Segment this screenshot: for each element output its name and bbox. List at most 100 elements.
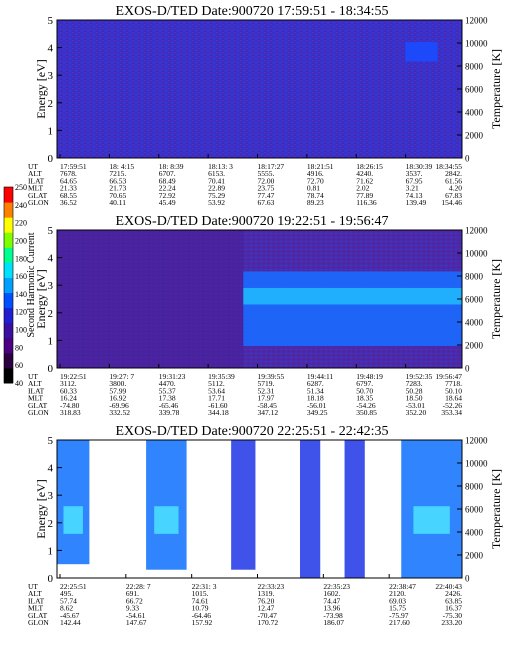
panel-3-feature-core-2: [154, 506, 179, 534]
panel-2-orbit-value: 349.25: [307, 408, 328, 417]
panel-1-orbit-value: 18:21:51: [307, 162, 334, 171]
panel-3-orbit-value: 16.37: [445, 604, 462, 613]
panel-1-y2-tick-label: 0: [465, 154, 470, 164]
panel-3-orbit-value: 142.44: [60, 618, 81, 627]
panel-1-y2-tick-label: 6000: [465, 85, 484, 95]
colorbar-swatch: [4, 202, 13, 218]
panel-2-orbit-value: 57.99: [109, 386, 126, 395]
panel-2-orbit-value: 18.18: [307, 394, 324, 403]
colorbar-swatch: [4, 367, 13, 384]
panel-3-orbit-row-label: GLAT: [28, 611, 48, 620]
panel-2-orbit-value: 353.34: [441, 408, 462, 417]
panel-2-orbit-value: -54.26: [356, 401, 376, 410]
panel-3-y2-tick-label: 6000: [465, 505, 484, 515]
panel-3-orbit-value: -45.67: [60, 611, 80, 620]
panel-3-orbit-value: 15.75: [389, 604, 406, 613]
panel-3-orbit-value: 22:33:23: [258, 582, 285, 591]
panel-2-y-axis-label: Energy [eV]: [34, 269, 48, 328]
spectrogram-panel-1: EXOS-D/TED Date:900720 17:59:51 - 18:34:…: [28, 4, 503, 207]
panel-2-orbit-row-label: GLAT: [28, 401, 48, 410]
panel-2-orbit-value: -56.01: [307, 401, 327, 410]
panel-1-orbit-row-label: GLON: [28, 198, 49, 207]
panel-2-orbit-value: 55.37: [159, 386, 176, 395]
panel-2-orbit-value: 16.92: [109, 394, 126, 403]
panel-2-orbit-value: 7283.: [406, 379, 423, 388]
colorbar-tick-label: 100: [15, 326, 27, 335]
panel-2-orbit-row-label: UT: [28, 372, 38, 381]
colorbar-tick-label: 240: [15, 201, 27, 210]
panel-3-orbit-value: 2426.: [445, 589, 462, 598]
colorbar-tick-label: 250: [15, 183, 27, 192]
panel-3-y-tick-label: 3: [48, 490, 54, 502]
panel-3-orbit-value: 10.79: [192, 604, 209, 613]
panel-2-orbit-value: 19:31:23: [159, 372, 186, 381]
panel-2-y-tick-label: 3: [48, 280, 54, 292]
panel-2-orbit-value: 339.78: [159, 408, 180, 417]
panel-2-y-tick-label: 0: [48, 363, 54, 375]
colorbar-tick-label: 60: [15, 361, 23, 370]
panel-3-orbit-row-label: ILAT: [28, 596, 45, 605]
panel-1-orbit-value: 7678.: [60, 169, 77, 178]
panel-3-feature-core-1: [63, 506, 83, 534]
panel-3-y2-axis-label: Temperature [K]: [489, 469, 503, 549]
panel-1-orbit-value: 45.49: [159, 198, 176, 207]
panel-1-orbit-value: 67.95: [406, 176, 423, 185]
panel-3-y2-tick-label: 4000: [465, 528, 484, 538]
panel-2-y2-axis-label: Temperature [K]: [489, 259, 503, 339]
colorbar-swatch: [4, 307, 13, 324]
panel-1-orbit-value: 2842.: [445, 169, 462, 178]
panel-2-orbit-value: 17.97: [258, 394, 275, 403]
panel-3-plot-area: [57, 440, 462, 578]
panel-1-orbit-row-label: GLAT: [28, 191, 48, 200]
panel-1-orbit-value: 7215.: [109, 169, 126, 178]
panel-2-orbit-value: 19:35:39: [208, 372, 235, 381]
panel-1-orbit-value: 78.74: [307, 191, 324, 200]
panel-1-orbit-value: 72.70: [307, 176, 324, 185]
panel-2-orbit-value: 5112.: [208, 379, 225, 388]
panel-3-orbit-value: 1015.: [192, 589, 209, 598]
panel-2-orbit-value: 19:27: 7: [109, 372, 134, 381]
panel-3-y2-tick-label: 0: [465, 574, 470, 584]
colorbar-swatch: [4, 322, 13, 339]
panel-1-orbit-value: 17:59:51: [60, 162, 87, 171]
panel-2-feature-core: [243, 287, 462, 305]
panel-2-orbit-value: -61.60: [208, 401, 228, 410]
panel-1-orbit-value: 154.46: [441, 198, 462, 207]
panel-3-orbit-value: 170.72: [258, 618, 279, 627]
panel-3-orbit-value: 233.20: [441, 618, 462, 627]
panel-3-y2-tick-label: 8000: [465, 482, 484, 492]
panel-3-y-tick-label: 2: [48, 518, 54, 530]
panel-3-y2-tick-label: 12000: [465, 436, 488, 446]
panel-3-orbit-value: 495.: [60, 589, 73, 598]
colorbar-tick-label: 40: [15, 379, 23, 388]
panel-3-orbit-value: 66.72: [126, 596, 143, 605]
panel-3-orbit-value: 57.74: [60, 596, 77, 605]
colorbar-tick-label: 80: [15, 343, 23, 352]
panel-3-orbit-value: -70.47: [258, 611, 278, 620]
panel-1-y-ticks: 0 1 2 3 4 5: [48, 15, 62, 165]
panel-3-orbit-value: 1602.: [323, 589, 340, 598]
panel-2-orbit-value: -53.01: [406, 401, 426, 410]
panel-2-orbit-value: 332.52: [109, 408, 130, 417]
panel-3-y-ticks: 0 1 2 3 4 5: [48, 435, 62, 585]
panel-2-orbit-value: 50.28: [406, 386, 423, 395]
panel-1-orbit-value: 0.81: [307, 184, 320, 193]
panel-3-orbit-value: 22:25:51: [60, 582, 87, 591]
panel-3-orbit-row-label: GLON: [28, 618, 49, 627]
panel-1-orbit-row-label: ILAT: [28, 176, 45, 185]
panel-1-orbit-value: 68.49: [159, 176, 176, 185]
panel-2-y-tick-label: 2: [48, 308, 54, 320]
panel-2-orbit-value: -69.96: [109, 401, 129, 410]
panel-1-orbit-value: 72.00: [258, 176, 275, 185]
panel-1-y2-tick-label: 8000: [465, 62, 484, 72]
panel-2-orbit-value: -52.26: [443, 401, 463, 410]
panel-1-orbit-value: 77.89: [356, 191, 373, 200]
panel-3-orbit-value: 13.96: [323, 604, 340, 613]
panel-2-y2-tick-label: 0: [465, 364, 470, 374]
panel-1-orbit-row-label: UT: [28, 162, 38, 171]
panel-3-y2-ticks: 0 2000 4000 6000 8000 10000 12000: [457, 436, 488, 584]
panel-2-y2-tick-label: 8000: [465, 272, 484, 282]
panel-2-orbit-value: 19:44:11: [307, 372, 334, 381]
panel-2-y-tick-label: 1: [48, 335, 54, 347]
